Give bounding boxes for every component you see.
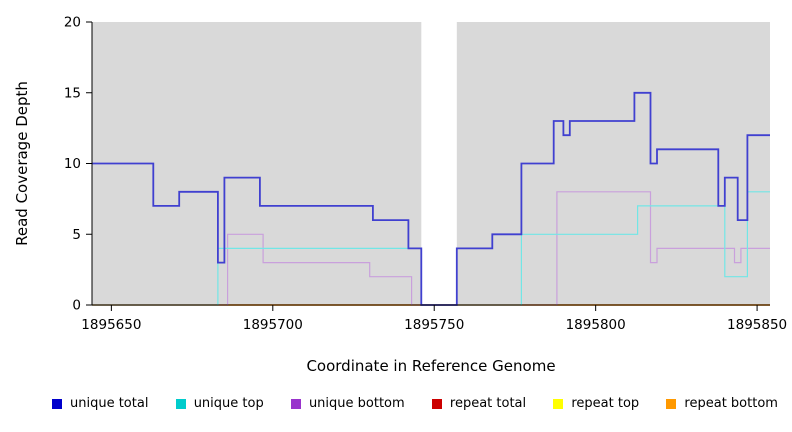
series-line-unique-total [92,91,770,306]
legend-label: repeat top [571,396,640,411]
legend-item-unique-top: unique top [175,396,264,411]
legend-label: unique bottom [308,396,405,411]
repeat-bottom-swatch-icon [666,398,677,409]
x-tick-label: 1895800 [566,317,626,333]
x-tick-label: 1895650 [81,317,141,333]
legend-item-repeat-top: repeat top [553,396,639,411]
unique-top-swatch-icon [175,398,186,409]
legend-item-repeat-bottom: repeat bottom [666,396,778,411]
repeat-total-swatch-icon [431,398,442,409]
legend-item-unique-bottom: unique bottom [290,396,405,411]
legend: unique total unique top unique bottom re… [0,396,792,411]
unique-bottom-swatch-icon [290,398,301,409]
unique-total-swatch-icon [52,398,62,409]
y-tick-label: 10 [64,156,81,172]
x-tick-label: 1895850 [727,317,787,333]
repeat-top-swatch-icon [553,398,564,409]
plot-area [92,18,770,306]
y-tick-label: 15 [64,85,81,101]
x-tick-label: 1895750 [404,317,464,333]
y-tick-label: 5 [72,227,81,243]
coverage-gap-band [421,18,457,305]
legend-label: unique total [70,396,149,411]
y-tick-label: 0 [72,298,81,314]
legend-item-repeat-total: repeat total [431,396,527,411]
x-axis-title: Coordinate in Reference Genome [306,357,555,375]
legend-label: unique top [193,396,264,411]
legend-label: repeat total [449,396,527,411]
series-line-unique-top [92,191,770,306]
y-tick-label: 20 [64,15,81,31]
legend-item-unique-total: unique total [52,396,148,411]
y-axis-title: Read Coverage Depth [13,81,31,246]
x-tick-label: 1895700 [243,317,303,333]
axes: 1895650 1895700 1895750 1895800 1895850 0 5 10 1… [64,15,787,334]
legend-label: repeat bottom [684,396,778,411]
series-line-unique-bottom [92,191,770,306]
